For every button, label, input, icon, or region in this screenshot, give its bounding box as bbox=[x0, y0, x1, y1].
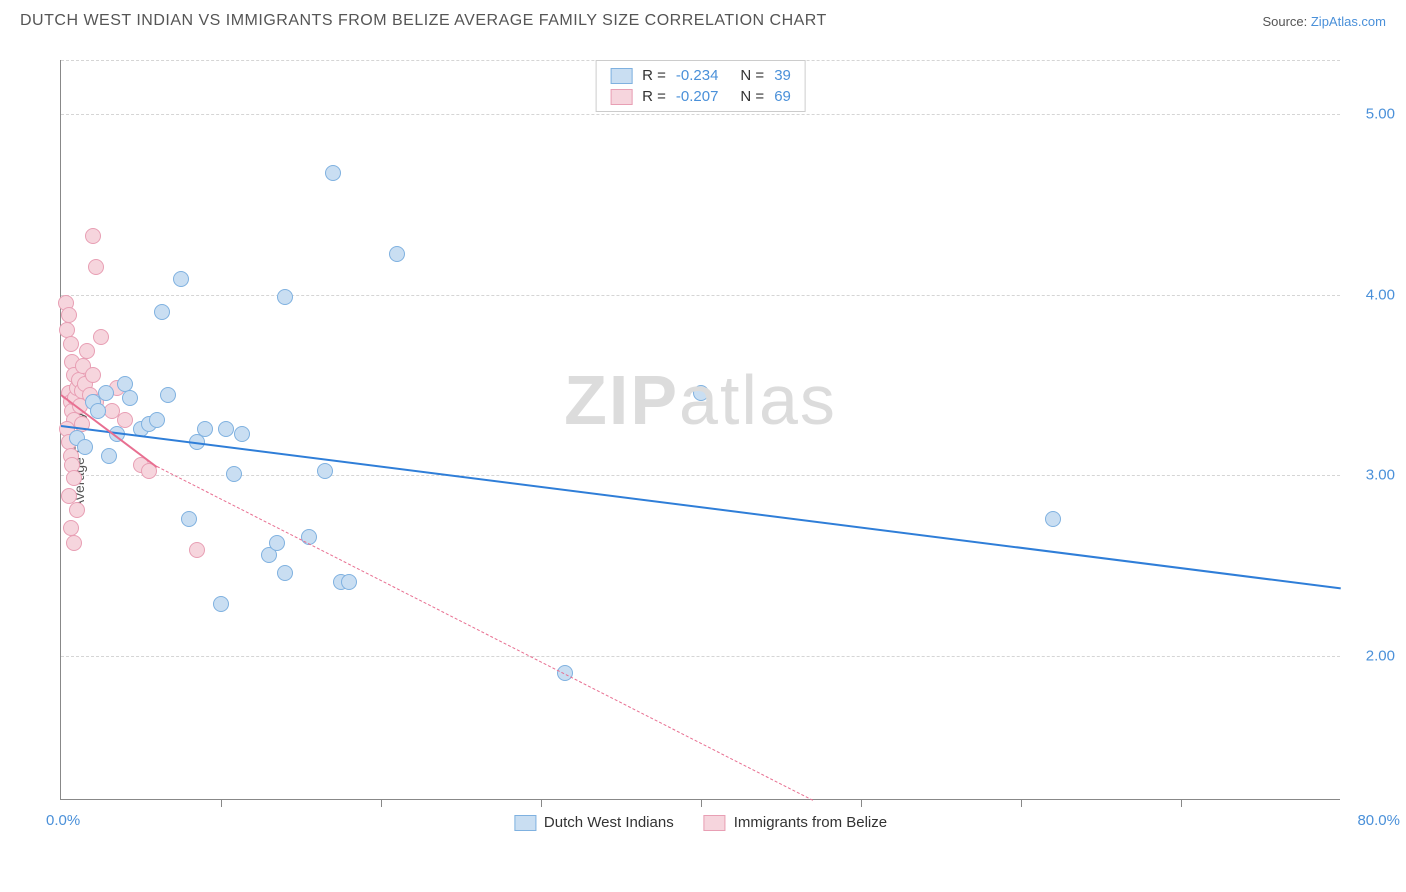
legend-series-label: Immigrants from Belize bbox=[734, 814, 887, 831]
data-point bbox=[325, 165, 341, 181]
trend-line bbox=[61, 425, 1341, 589]
data-point bbox=[197, 421, 213, 437]
data-point bbox=[117, 412, 133, 428]
x-tick bbox=[221, 799, 222, 807]
data-point bbox=[226, 466, 242, 482]
data-point bbox=[189, 542, 205, 558]
legend-series-label: Dutch West Indians bbox=[544, 814, 674, 831]
x-axis-min-label: 0.0% bbox=[46, 812, 80, 829]
x-tick bbox=[541, 799, 542, 807]
legend-swatch bbox=[704, 815, 726, 831]
data-point bbox=[173, 271, 189, 287]
legend-series-item: Immigrants from Belize bbox=[704, 814, 887, 831]
data-point bbox=[88, 259, 104, 275]
data-point bbox=[277, 289, 293, 305]
data-point bbox=[66, 470, 82, 486]
data-point bbox=[234, 426, 250, 442]
x-tick bbox=[1181, 799, 1182, 807]
x-tick bbox=[381, 799, 382, 807]
data-point bbox=[149, 412, 165, 428]
data-point bbox=[389, 246, 405, 262]
data-point bbox=[160, 387, 176, 403]
data-point bbox=[154, 304, 170, 320]
data-point bbox=[98, 385, 114, 401]
gridline bbox=[61, 114, 1340, 115]
chart-container: Average Family Size ZIPatlas R = -0.234N… bbox=[20, 50, 1386, 840]
source-attribution: Source: ZipAtlas.com bbox=[1262, 14, 1386, 29]
data-point bbox=[218, 421, 234, 437]
gridline bbox=[61, 656, 1340, 657]
data-point bbox=[1045, 511, 1061, 527]
gridline bbox=[61, 475, 1340, 476]
data-point bbox=[693, 385, 709, 401]
y-tick-label: 4.00 bbox=[1366, 286, 1395, 303]
data-point bbox=[66, 535, 82, 551]
data-point bbox=[213, 596, 229, 612]
data-point bbox=[69, 502, 85, 518]
chart-header: DUTCH WEST INDIAN VS IMMIGRANTS FROM BEL… bbox=[0, 0, 1406, 38]
x-axis-max-label: 80.0% bbox=[1357, 812, 1400, 829]
legend-stat-row: R = -0.207N = 69 bbox=[610, 86, 791, 107]
data-point bbox=[317, 463, 333, 479]
data-point bbox=[181, 511, 197, 527]
plot-area: ZIPatlas R = -0.234N = 39R = -0.207N = 6… bbox=[60, 60, 1340, 800]
legend-swatch bbox=[610, 68, 632, 84]
source-link[interactable]: ZipAtlas.com bbox=[1311, 14, 1386, 29]
data-point bbox=[277, 565, 293, 581]
data-point bbox=[85, 228, 101, 244]
data-point bbox=[63, 336, 79, 352]
data-point bbox=[101, 448, 117, 464]
data-point bbox=[77, 439, 93, 455]
data-point bbox=[85, 367, 101, 383]
chart-title: DUTCH WEST INDIAN VS IMMIGRANTS FROM BEL… bbox=[20, 12, 827, 30]
data-point bbox=[269, 535, 285, 551]
legend-swatch bbox=[514, 815, 536, 831]
legend-series: Dutch West Indians Immigrants from Belize bbox=[514, 814, 887, 831]
gridline bbox=[61, 295, 1340, 296]
data-point bbox=[93, 329, 109, 345]
x-tick bbox=[701, 799, 702, 807]
x-tick bbox=[861, 799, 862, 807]
y-tick-label: 5.00 bbox=[1366, 106, 1395, 123]
y-tick-label: 3.00 bbox=[1366, 467, 1395, 484]
data-point bbox=[79, 343, 95, 359]
x-tick bbox=[1021, 799, 1022, 807]
data-point bbox=[63, 520, 79, 536]
legend-stats: R = -0.234N = 39R = -0.207N = 69 bbox=[595, 60, 806, 112]
legend-series-item: Dutch West Indians bbox=[514, 814, 674, 831]
legend-stat-row: R = -0.234N = 39 bbox=[610, 65, 791, 86]
y-tick-label: 2.00 bbox=[1366, 647, 1395, 664]
data-point bbox=[341, 574, 357, 590]
trend-line bbox=[157, 466, 813, 801]
data-point bbox=[61, 307, 77, 323]
legend-swatch bbox=[610, 89, 632, 105]
data-point bbox=[59, 322, 75, 338]
data-point bbox=[122, 390, 138, 406]
